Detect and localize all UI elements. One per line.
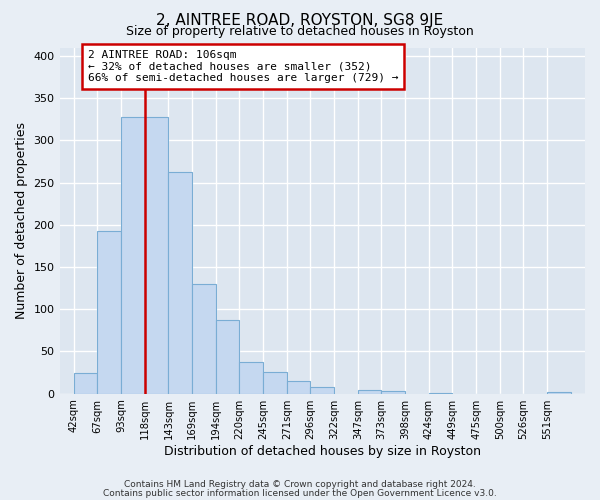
- Bar: [169, 172, 192, 394]
- Bar: [239, 362, 263, 394]
- Bar: [145, 116, 169, 394]
- Bar: [310, 387, 334, 394]
- Text: Size of property relative to detached houses in Royston: Size of property relative to detached ho…: [126, 25, 474, 38]
- Bar: [121, 116, 145, 394]
- Bar: [216, 320, 239, 394]
- Bar: [97, 230, 121, 394]
- Bar: [192, 284, 216, 394]
- Bar: [74, 372, 97, 394]
- Text: 2, AINTREE ROAD, ROYSTON, SG8 9JE: 2, AINTREE ROAD, ROYSTON, SG8 9JE: [157, 12, 443, 28]
- Text: 2 AINTREE ROAD: 106sqm
← 32% of detached houses are smaller (352)
66% of semi-de: 2 AINTREE ROAD: 106sqm ← 32% of detached…: [88, 50, 398, 83]
- Bar: [263, 372, 287, 394]
- Y-axis label: Number of detached properties: Number of detached properties: [15, 122, 28, 319]
- Bar: [287, 381, 310, 394]
- Bar: [429, 393, 452, 394]
- Text: Contains HM Land Registry data © Crown copyright and database right 2024.: Contains HM Land Registry data © Crown c…: [124, 480, 476, 489]
- Bar: [382, 391, 405, 394]
- Text: Contains public sector information licensed under the Open Government Licence v3: Contains public sector information licen…: [103, 488, 497, 498]
- X-axis label: Distribution of detached houses by size in Royston: Distribution of detached houses by size …: [164, 444, 481, 458]
- Bar: [358, 390, 382, 394]
- Bar: [547, 392, 571, 394]
